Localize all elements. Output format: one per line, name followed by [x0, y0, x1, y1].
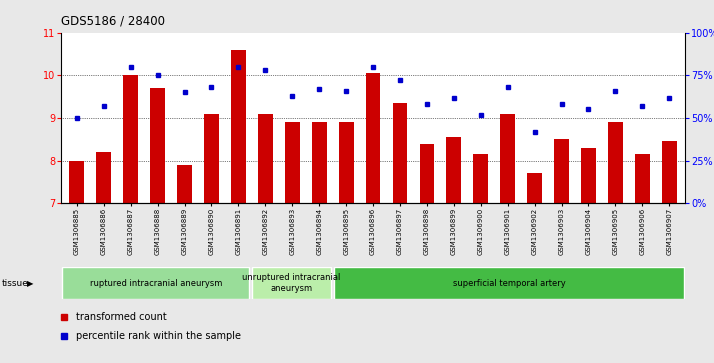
Bar — [420, 143, 434, 203]
Text: GDS5186 / 28400: GDS5186 / 28400 — [61, 15, 165, 28]
Bar — [527, 174, 542, 203]
FancyBboxPatch shape — [62, 268, 249, 299]
Bar — [581, 148, 596, 203]
Bar — [204, 114, 219, 203]
Text: ▶: ▶ — [27, 279, 34, 287]
Bar — [231, 50, 246, 203]
Bar — [258, 114, 273, 203]
Bar — [338, 122, 353, 203]
Text: unruptured intracranial
aneurysm: unruptured intracranial aneurysm — [242, 273, 341, 293]
Text: superficial temporal artery: superficial temporal artery — [453, 279, 565, 287]
Text: transformed count: transformed count — [76, 312, 167, 322]
Bar — [662, 142, 677, 203]
Bar — [393, 103, 408, 203]
Bar — [312, 122, 326, 203]
FancyBboxPatch shape — [252, 268, 331, 299]
Bar — [285, 122, 300, 203]
Bar — [69, 160, 84, 203]
Bar — [554, 139, 569, 203]
Bar — [501, 114, 515, 203]
Bar — [635, 154, 650, 203]
Text: ruptured intracranial aneurysm: ruptured intracranial aneurysm — [89, 279, 222, 287]
Text: tissue: tissue — [2, 279, 29, 287]
Bar — [96, 152, 111, 203]
Bar — [124, 75, 138, 203]
Text: percentile rank within the sample: percentile rank within the sample — [76, 331, 241, 341]
Bar — [608, 122, 623, 203]
Bar — [366, 73, 381, 203]
Bar — [150, 88, 165, 203]
Bar — [177, 165, 192, 203]
Bar — [446, 137, 461, 203]
FancyBboxPatch shape — [333, 268, 684, 299]
Bar — [473, 154, 488, 203]
